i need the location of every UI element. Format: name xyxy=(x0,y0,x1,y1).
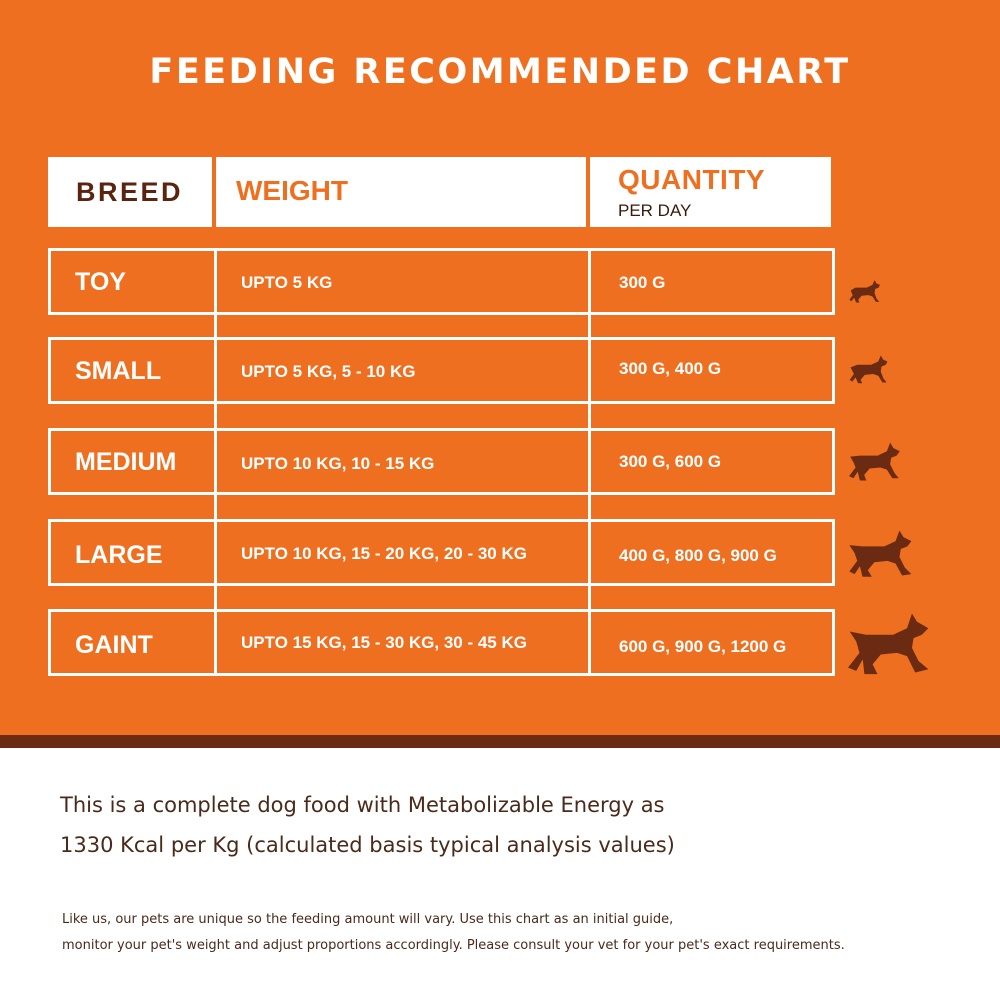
small-dog-icon xyxy=(848,350,890,388)
toy-dog-icon xyxy=(848,276,882,306)
table-row: GAINT UPTO 15 KG, 15 - 30 KG, 30 - 45 KG… xyxy=(48,609,835,676)
quantity-cell: 600 G, 900 G, 1200 G xyxy=(619,637,787,656)
weight-cell: UPTO 10 KG, 10 - 15 KG xyxy=(241,454,435,473)
giant-dog-icon xyxy=(848,610,930,676)
breed-cell: SMALL xyxy=(75,357,162,385)
header-breed-label: BREED xyxy=(76,177,184,207)
breed-cell: MEDIUM xyxy=(75,448,177,476)
weight-cell: UPTO 5 KG xyxy=(241,273,333,292)
table-row: MEDIUM UPTO 10 KG, 10 - 15 KG 300 G, 600… xyxy=(48,428,835,495)
table-row: TOY UPTO 5 KG 300 G xyxy=(48,248,835,315)
header-breed-cell: BREED xyxy=(48,157,212,227)
weight-cell: UPTO 5 KG, 5 - 10 KG xyxy=(241,362,416,381)
note-line1: Like us, our pets are unique so the feed… xyxy=(62,912,674,927)
page-title: FEEDING RECOMMENDED CHART xyxy=(149,52,851,92)
table-row: SMALL UPTO 5 KG, 5 - 10 KG 300 G, 400 G xyxy=(48,337,835,404)
breed-cell: LARGE xyxy=(75,541,163,569)
divider-band xyxy=(0,735,1000,748)
column-divider xyxy=(214,248,217,676)
note-line2: monitor your pet's weight and adjust pro… xyxy=(62,938,845,953)
weight-cell: UPTO 10 KG, 15 - 20 KG, 20 - 30 KG xyxy=(241,544,527,563)
large-dog-icon xyxy=(848,525,914,581)
energy-text-line2: 1330 Kcal per Kg (calculated basis typic… xyxy=(60,833,675,857)
medium-dog-icon xyxy=(848,438,902,484)
header-quantity-cell: QUANTITY PER DAY xyxy=(590,157,831,227)
header-weight-cell: WEIGHT xyxy=(216,157,586,227)
quantity-cell: 300 G, 600 G xyxy=(619,452,722,471)
quantity-cell: 400 G, 800 G, 900 G xyxy=(619,546,777,565)
header-quantity-sublabel: PER DAY xyxy=(618,201,692,220)
breed-cell: TOY xyxy=(75,268,126,296)
breed-cell: GAINT xyxy=(75,631,153,659)
header-quantity-label: QUANTITY xyxy=(618,164,766,195)
energy-text-line1: This is a complete dog food with Metabol… xyxy=(60,793,665,817)
header-weight-label: WEIGHT xyxy=(236,175,348,206)
quantity-cell: 300 G, 400 G xyxy=(619,359,722,378)
table-row: LARGE UPTO 10 KG, 15 - 20 KG, 20 - 30 KG… xyxy=(48,519,835,586)
column-divider xyxy=(588,248,591,676)
weight-cell: UPTO 15 KG, 15 - 30 KG, 30 - 45 KG xyxy=(241,633,527,652)
quantity-cell: 300 G xyxy=(619,273,666,292)
